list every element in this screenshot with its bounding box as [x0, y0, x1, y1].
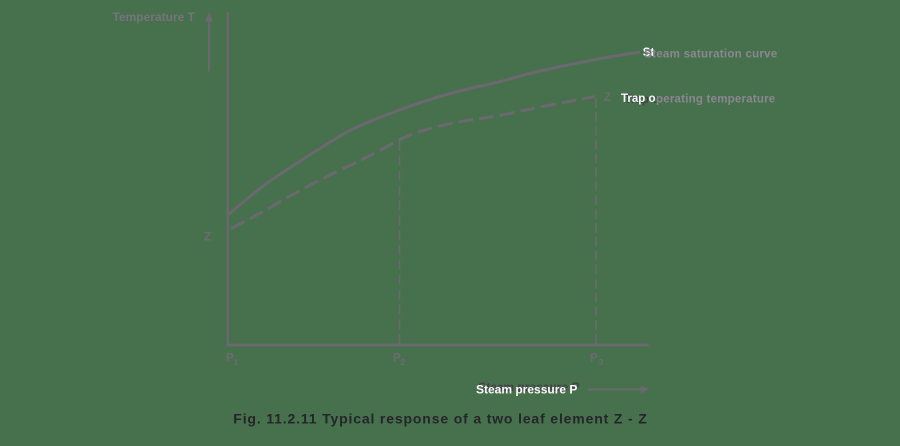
svg-text:Steam pressure P: Steam pressure P [476, 382, 577, 396]
svg-text:3: 3 [599, 358, 604, 367]
svg-text:Fig. 11.2.11 Typical response: Fig. 11.2.11 Typical response of a two l… [233, 411, 647, 427]
svg-text:P: P [226, 353, 234, 365]
svg-text:perating temperature: perating temperature [656, 94, 775, 106]
svg-text:1: 1 [234, 358, 239, 367]
svg-text:Temperature T: Temperature T [113, 10, 196, 24]
svg-text:Steam pressure P: Steam pressure P [478, 380, 579, 394]
svg-text:Trap o: Trap o [625, 94, 660, 106]
svg-text:2: 2 [401, 358, 406, 367]
svg-text:Trap o: Trap o [621, 93, 656, 105]
svg-text:Z: Z [604, 90, 611, 104]
svg-text:Z: Z [204, 229, 211, 243]
svg-text:Steam saturation curve: Steam saturation curve [644, 48, 777, 60]
svg-text:P: P [393, 353, 401, 365]
svg-text:P: P [590, 353, 598, 365]
svg-text:St: St [643, 47, 655, 59]
